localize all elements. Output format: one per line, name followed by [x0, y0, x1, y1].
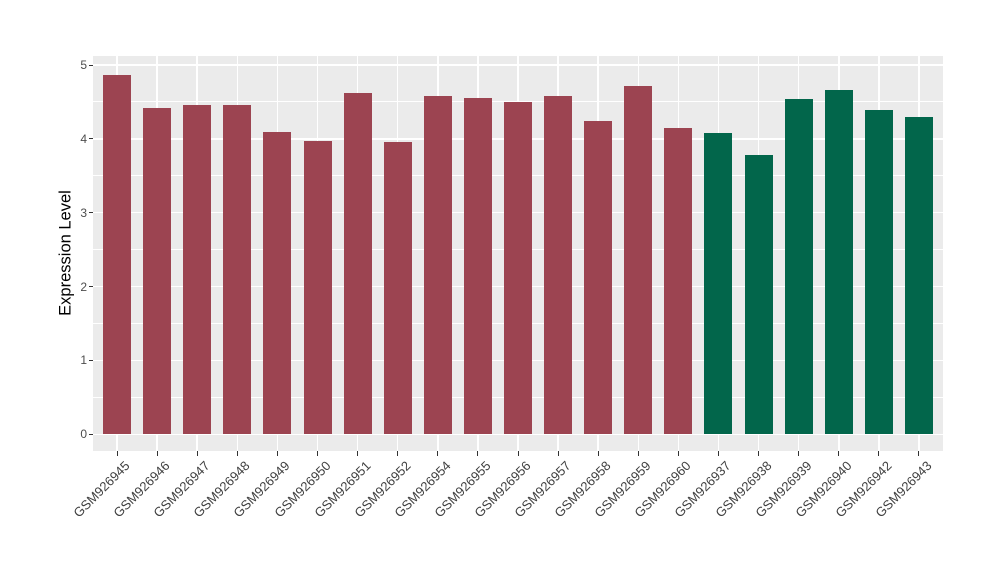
x-tick-mark — [798, 451, 800, 456]
y-tick-label: 0 — [80, 427, 87, 442]
bar — [904, 117, 933, 435]
x-tick-mark — [156, 451, 158, 456]
x-tick-mark — [677, 451, 679, 456]
x-tick-mark — [557, 451, 559, 456]
x-tick-mark — [517, 451, 519, 456]
y-tick-label: 5 — [80, 58, 87, 72]
bar — [103, 74, 132, 435]
x-tick-mark — [357, 451, 359, 456]
bar — [784, 98, 813, 435]
y-tick-mark — [89, 433, 93, 435]
x-tick-mark — [758, 451, 760, 456]
bar — [303, 141, 332, 435]
bar — [584, 121, 613, 435]
x-tick-mark — [196, 451, 198, 456]
bar — [624, 85, 653, 435]
y-tick-mark — [89, 286, 93, 288]
x-tick-mark — [317, 451, 319, 456]
bar — [744, 155, 773, 435]
y-tick-label: 4 — [80, 131, 87, 146]
x-tick-mark — [116, 451, 118, 456]
bar — [263, 132, 292, 435]
x-tick-mark — [397, 451, 399, 456]
x-tick-mark — [918, 451, 920, 456]
x-tick-mark — [838, 451, 840, 456]
y-tick-label: 2 — [80, 279, 87, 294]
y-tick-mark — [89, 64, 93, 66]
y-tick-mark — [89, 359, 93, 361]
bar — [423, 96, 452, 435]
bar — [864, 110, 893, 435]
x-tick-mark — [437, 451, 439, 456]
x-tick-mark — [717, 451, 719, 456]
x-tick-mark — [477, 451, 479, 456]
bar — [463, 98, 492, 435]
bar — [343, 93, 372, 435]
bar — [504, 101, 532, 435]
bar — [223, 104, 252, 435]
x-tick-mark — [236, 451, 238, 456]
x-tick-mark — [878, 451, 880, 456]
plot-panel — [93, 56, 943, 451]
bar — [544, 96, 573, 435]
x-tick-mark — [637, 451, 639, 456]
bar — [664, 127, 693, 435]
y-tick-label: 3 — [80, 205, 87, 220]
x-tick-mark — [276, 451, 278, 456]
bar — [383, 141, 412, 435]
bar — [704, 132, 733, 435]
bar — [824, 90, 853, 435]
bar — [183, 104, 212, 435]
y-tick-mark — [89, 212, 93, 214]
bar — [143, 107, 172, 435]
x-tick-mark — [597, 451, 599, 456]
y-tick-mark — [89, 138, 93, 140]
y-tick-label: 1 — [80, 353, 87, 368]
